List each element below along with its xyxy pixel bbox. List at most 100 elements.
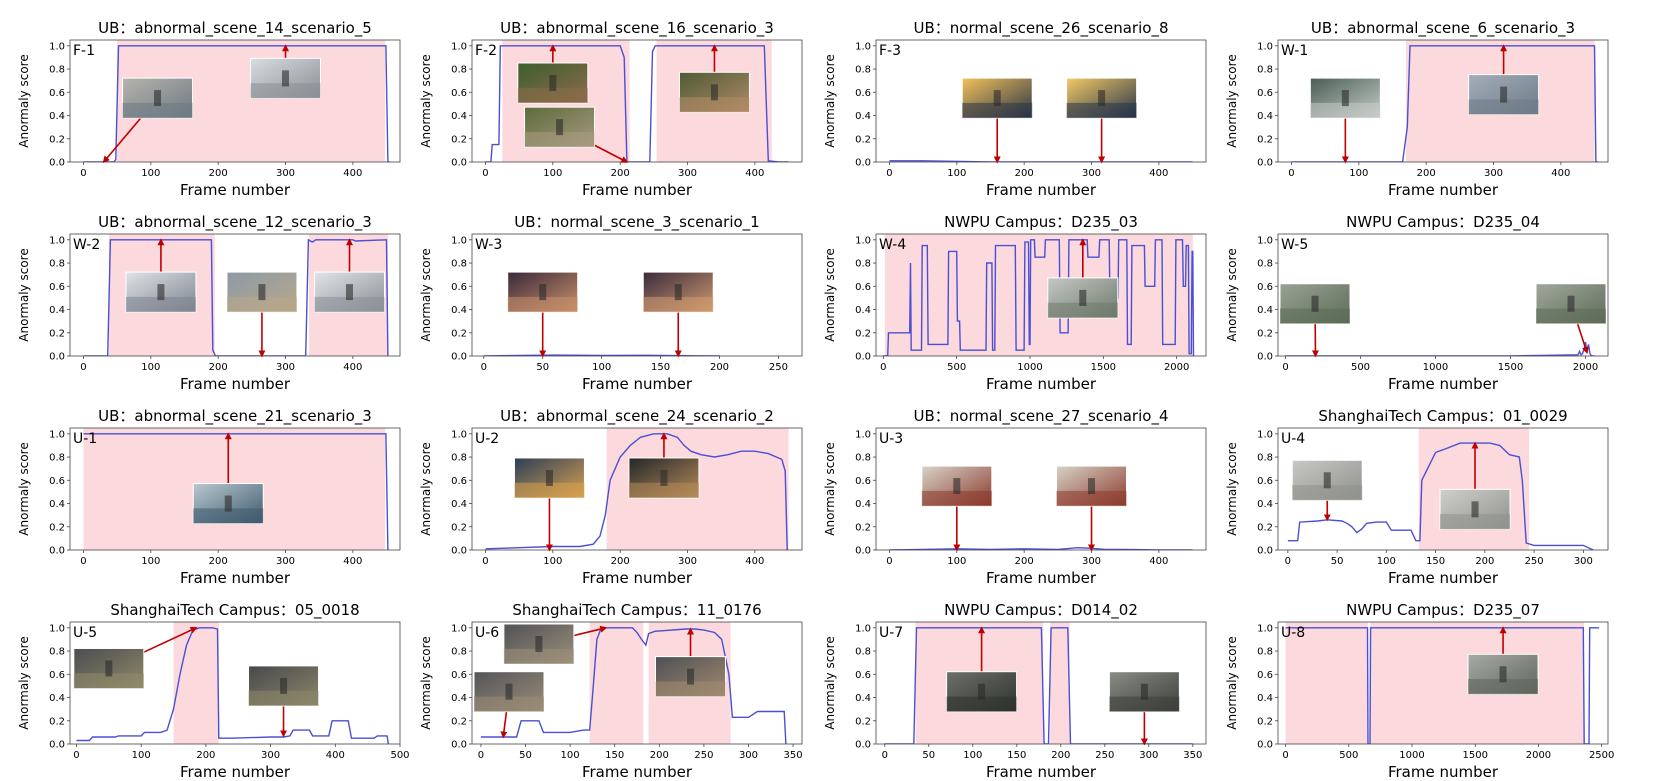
- thumbnail-figure: [539, 284, 547, 301]
- y-tick-label: 1.0: [1257, 235, 1273, 246]
- thumbnail-figure: [687, 668, 695, 685]
- thumbnail-ground: [1536, 308, 1606, 324]
- thumbnail-ground: [1280, 308, 1350, 324]
- panel-label: W-4: [879, 237, 906, 253]
- panel-u-2: 0 100 200 300 400 0.0 0.2 0.4 0.6 0.8 1.0 UB：abnorm…: [419, 407, 803, 587]
- score-line: [1287, 442, 1594, 550]
- x-tick-label: 1500: [1091, 362, 1116, 373]
- x-tick-label: 500: [947, 362, 966, 373]
- x-tick-label: 0: [880, 362, 886, 373]
- x-tick-label: 200: [1015, 168, 1034, 179]
- score-line: [1285, 341, 1595, 356]
- y-tick-label: 0.2: [451, 328, 467, 339]
- y-tick-label: 0.2: [1257, 522, 1273, 533]
- y-tick-label: 0.0: [451, 158, 467, 169]
- y-tick-label: 0.4: [451, 693, 467, 704]
- x-tick-label: 200: [209, 362, 228, 373]
- thumbnail-ground: [248, 690, 319, 706]
- thumbnail-ground: [921, 490, 992, 507]
- x-tick-label: 1500: [1498, 362, 1523, 373]
- thumbnail-figure: [157, 284, 165, 301]
- panel-label: U-6: [475, 625, 499, 641]
- x-axis-label: Frame number: [180, 763, 291, 781]
- y-tick-label: 0.8: [1257, 647, 1273, 658]
- y-tick-label: 0.8: [451, 647, 467, 658]
- y-tick-label: 0.8: [49, 65, 65, 76]
- y-tick-label: 0.6: [49, 670, 65, 681]
- x-tick-label: 400: [745, 168, 764, 179]
- x-tick-label: 200: [1015, 556, 1034, 567]
- x-tick-label: 0: [1288, 168, 1294, 179]
- x-axis-label: Frame number: [1388, 375, 1499, 393]
- plot-frame: [69, 427, 401, 551]
- y-tick-label: 1.0: [855, 429, 871, 440]
- y-axis-label: Anormaly score: [1225, 54, 1239, 147]
- x-tick-label: 0: [80, 556, 86, 567]
- y-tick-label: 0.4: [1257, 111, 1273, 122]
- panel-label: U-3: [879, 431, 903, 447]
- y-tick-label: 0.8: [451, 65, 467, 76]
- x-tick-label: 1000: [1399, 750, 1424, 761]
- panel-u-3: 0 100 200 300 400 0.0 0.2 0.4 0.6 0.8 1.0 UB：normal…: [823, 407, 1207, 587]
- panel-label: F-2: [475, 43, 497, 59]
- x-tick-label: 400: [1149, 556, 1168, 567]
- x-tick-label: 100: [947, 168, 966, 179]
- y-tick-label: 0.2: [855, 134, 871, 145]
- y-tick-label: 0.2: [49, 328, 65, 339]
- x-tick-label: 0: [1282, 362, 1288, 373]
- y-tick-label: 0.6: [1257, 670, 1273, 681]
- panel-label: W-5: [1281, 237, 1308, 253]
- x-tick-label: 2000: [1573, 362, 1598, 373]
- thumbnail-figure: [545, 469, 553, 486]
- panel-title: NWPU Campus：D235_04: [1346, 213, 1540, 232]
- x-tick-label: 100: [1349, 168, 1368, 179]
- y-tick-label: 0.0: [1257, 158, 1273, 169]
- panel-label: F-3: [879, 43, 901, 59]
- thumbnail-figure: [345, 284, 353, 301]
- y-tick-label: 0.0: [49, 158, 65, 169]
- plot-frame: [1277, 427, 1609, 551]
- y-tick-label: 0.0: [451, 352, 467, 363]
- panel-title: NWPU Campus：D235_03: [944, 213, 1138, 232]
- x-axis-label: Frame number: [180, 181, 291, 199]
- x-tick-label: 200: [1475, 556, 1494, 567]
- x-tick-label: 400: [326, 750, 345, 761]
- thumbnail-ground: [250, 83, 321, 99]
- x-axis-label: Frame number: [1388, 763, 1499, 781]
- thumbnail-ground: [628, 482, 699, 498]
- panel-title: UB：normal_scene_3_scenario_1: [514, 213, 759, 232]
- y-tick-label: 0.6: [1257, 88, 1273, 99]
- panel-u-7: 0 50 100 150 200 250 300 350 0.0 0.2 0.4 0.6 0.8 1.0 N…: [823, 601, 1207, 781]
- y-tick-label: 0.4: [855, 305, 871, 316]
- x-tick-label: 300: [1082, 556, 1101, 567]
- y-tick-label: 0.2: [451, 522, 467, 533]
- x-tick-label: 400: [343, 168, 362, 179]
- x-tick-label: 500: [1351, 362, 1370, 373]
- y-axis-label: Anormaly score: [823, 442, 837, 535]
- y-tick-label: 0.4: [451, 305, 467, 316]
- x-tick-label: 1000: [1017, 362, 1042, 373]
- y-tick-label: 0.0: [49, 352, 65, 363]
- panel-label: U-1: [73, 431, 97, 447]
- x-tick-label: 100: [561, 750, 580, 761]
- y-tick-label: 0.8: [49, 259, 65, 270]
- thumbnail-figure: [258, 284, 266, 301]
- x-tick-label: 100: [592, 362, 611, 373]
- thumbnail-ground: [314, 296, 385, 313]
- thumbnail-ground: [125, 296, 196, 313]
- x-tick-label: 150: [1426, 556, 1445, 567]
- y-axis-label: Anormaly score: [419, 54, 433, 147]
- x-axis-label: Frame number: [180, 375, 291, 393]
- x-tick-label: 300: [1082, 168, 1101, 179]
- score-line: [76, 627, 390, 744]
- x-axis-label: Frame number: [986, 181, 1097, 199]
- x-tick-label: 100: [543, 556, 562, 567]
- panel-u-1: 0 100 200 300 400 0.0 0.2 0.4 0.6 0.8 1.0 UB：abnorm…: [17, 407, 401, 587]
- anomaly-region: [589, 622, 644, 744]
- x-tick-label: 0: [1282, 750, 1288, 761]
- panel-f-2: 0 100 200 300 400 0.0 0.2 0.4 0.6 0.8 1.0 UB：abnorm…: [419, 19, 803, 199]
- y-tick-label: 0.0: [855, 352, 871, 363]
- x-tick-label: 0: [886, 168, 892, 179]
- x-tick-label: 250: [694, 750, 713, 761]
- x-tick-label: 100: [963, 750, 982, 761]
